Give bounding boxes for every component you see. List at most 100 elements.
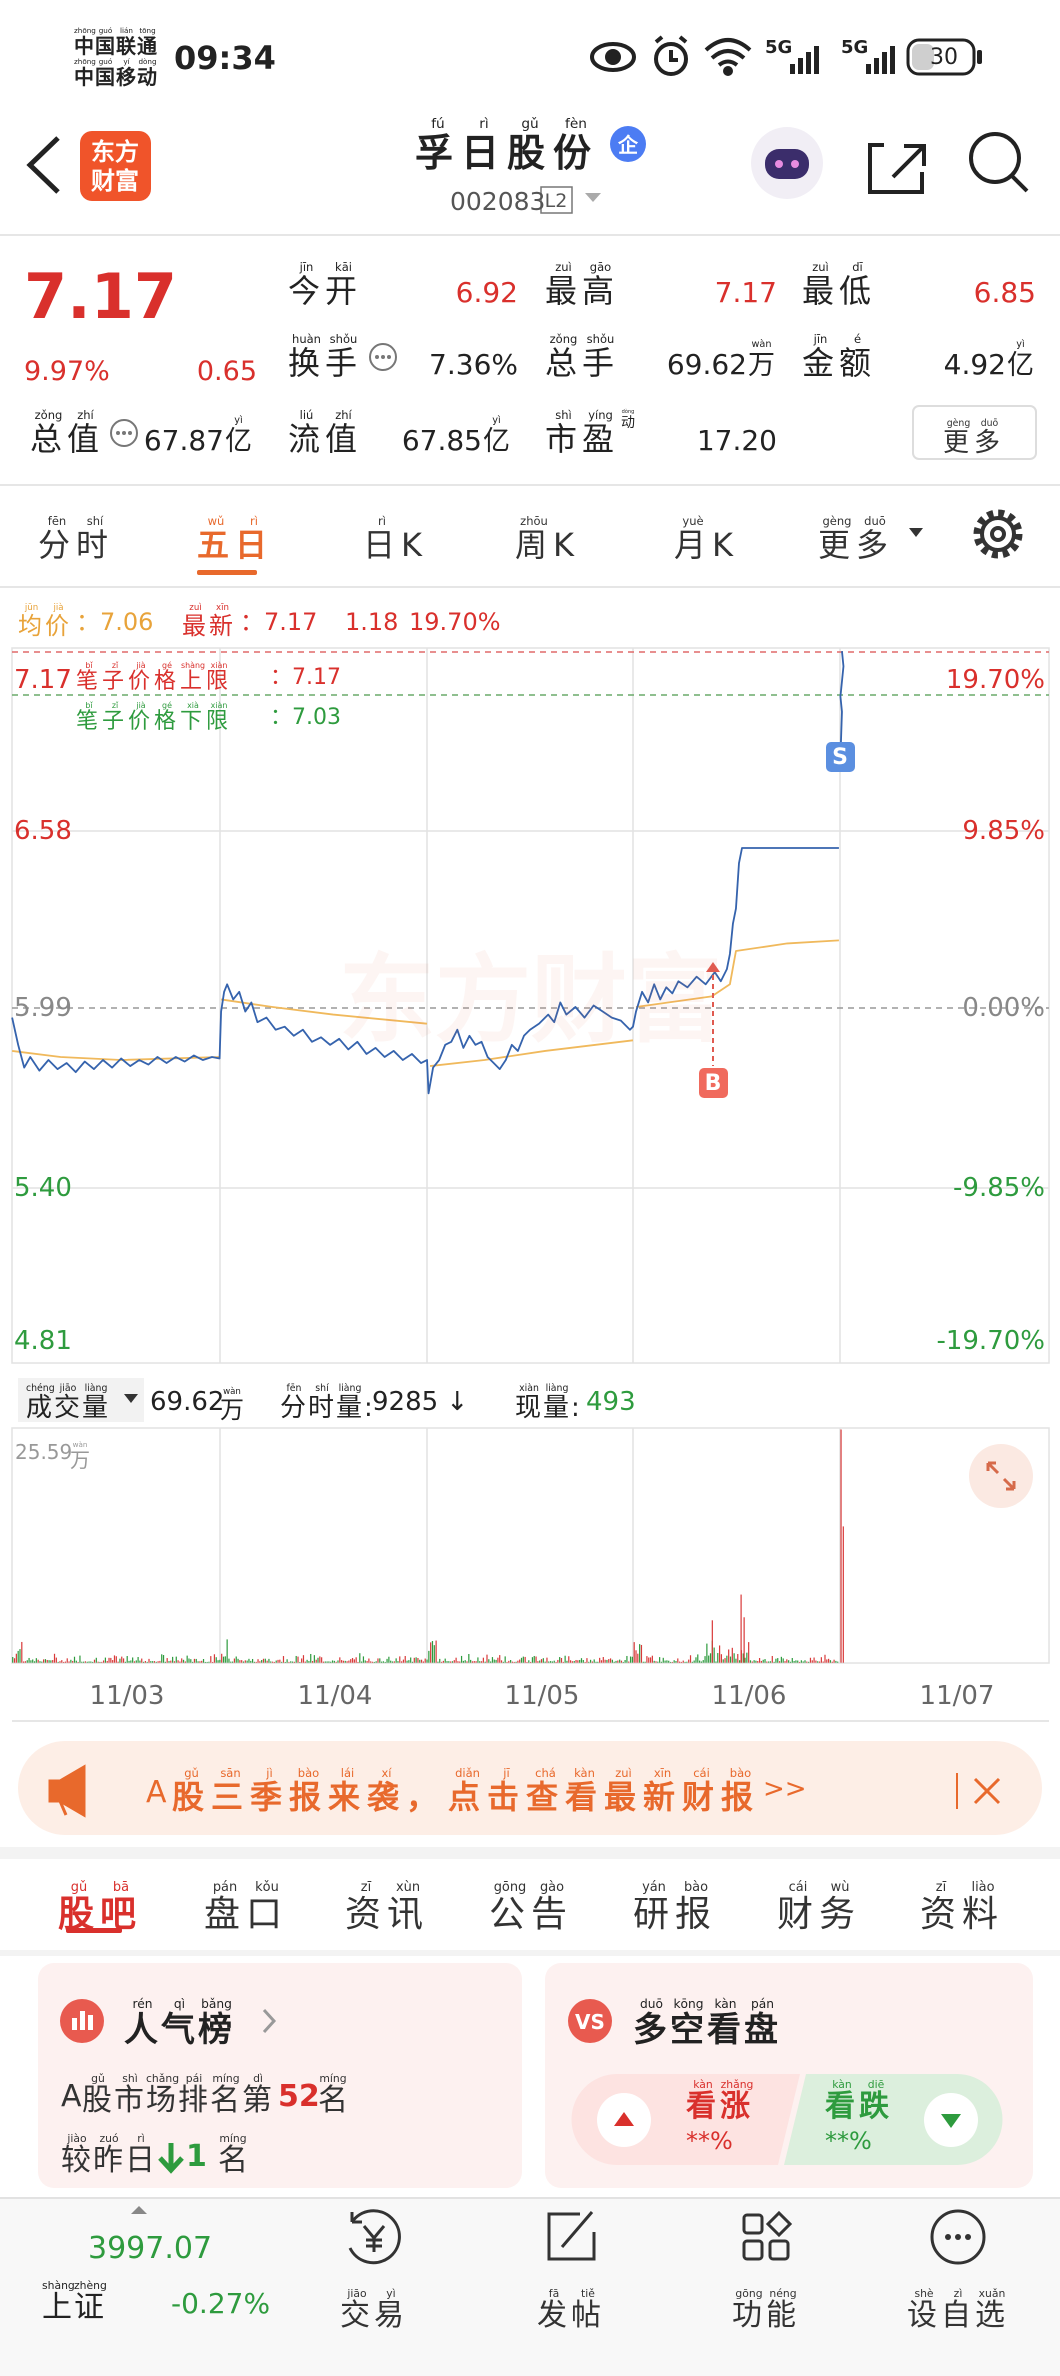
volume-bar bbox=[600, 1660, 603, 1663]
pinyin: zì bbox=[953, 2287, 963, 2300]
label-text: 五日 bbox=[197, 526, 274, 564]
pinyin: wù bbox=[830, 1880, 850, 1895]
pinyin: duō bbox=[980, 418, 999, 429]
expand-icon[interactable] bbox=[969, 1444, 1033, 1508]
label[interactable]: gǔ sān jì bào lái xí 股三季报来袭， bbox=[172, 1765, 445, 1813]
chart-tab[interactable]: gèng duō 更多 bbox=[818, 513, 894, 561]
volume-bar bbox=[717, 1653, 719, 1663]
label[interactable]: shàng zhèng 上证 bbox=[42, 2278, 107, 2323]
pinyin: sān bbox=[220, 1766, 241, 1780]
dropdown[interactable] bbox=[585, 193, 601, 202]
volume-select[interactable] bbox=[18, 1378, 144, 1422]
label[interactable]: diǎn jī chá kàn zuì xīn cái bào 点击查看最新财报 bbox=[448, 1765, 760, 1813]
pinyin-row: gèng duō bbox=[818, 513, 894, 529]
chart-tab[interactable]: wǔ rì 五日 bbox=[197, 513, 273, 561]
info-tab[interactable]: zī liào 资料 bbox=[920, 1879, 1004, 1933]
nav-item[interactable]: fā tiě 发帖 bbox=[537, 2286, 605, 2331]
pinyin-row: rén qì bǎng bbox=[124, 1996, 235, 2013]
volume-bar bbox=[144, 1661, 146, 1663]
volume-bar bbox=[241, 1660, 243, 1663]
settings-icon[interactable] bbox=[973, 509, 1023, 559]
pinyin-row: gōng gào bbox=[489, 1879, 573, 1897]
chart-tab[interactable]: zhōu 周K bbox=[515, 513, 580, 561]
label[interactable]: gèng duō 更多 bbox=[943, 417, 1005, 456]
volume-bar bbox=[475, 1661, 477, 1663]
back-arrow[interactable] bbox=[26, 136, 60, 194]
share-icon[interactable] bbox=[868, 143, 926, 194]
date-label: 11/06 bbox=[711, 1681, 787, 1711]
bottom-nav bbox=[0, 2198, 1060, 2376]
volume-bar bbox=[182, 1659, 185, 1663]
volume-bar bbox=[380, 1661, 383, 1663]
label-text: 万 bbox=[220, 1396, 244, 1424]
buy-marker[interactable] bbox=[699, 1068, 728, 1098]
banner[interactable] bbox=[18, 1741, 1042, 1835]
volume-bar bbox=[322, 1661, 325, 1663]
volume-bar bbox=[564, 1655, 566, 1663]
pinyin-row: shè zì xuǎn bbox=[907, 2286, 1009, 2301]
pinyin-row: jīn é bbox=[802, 331, 876, 347]
text[interactable]: >> bbox=[763, 1774, 807, 1804]
info-tab[interactable]: pán kǒu 盘口 bbox=[204, 1879, 288, 1933]
volume-bar bbox=[648, 1657, 650, 1663]
nav-item[interactable]: shè zì xuǎn 设自选 bbox=[907, 2286, 1009, 2331]
info-icons[interactable] bbox=[110, 343, 397, 447]
pinyin-row: míng bbox=[218, 2131, 248, 2146]
volume-bar bbox=[715, 1661, 717, 1663]
pinyin: gāo bbox=[589, 260, 612, 274]
info-tab[interactable]: cái wù 财务 bbox=[777, 1879, 861, 1933]
nav-item[interactable]: jiāo yì 交易 bbox=[340, 2286, 408, 2331]
pinyin: gōng bbox=[493, 1880, 527, 1895]
volume-bar bbox=[224, 1656, 226, 1663]
info-tab[interactable]: gōng gào 公告 bbox=[489, 1879, 573, 1933]
volume-bar bbox=[113, 1655, 116, 1663]
pinyin: jià bbox=[136, 661, 146, 670]
volume-bar bbox=[758, 1658, 761, 1663]
volume-bar bbox=[79, 1655, 81, 1663]
volume-bar bbox=[37, 1659, 39, 1663]
pinyin: gǔ bbox=[521, 116, 539, 132]
pinyin-row: zǒng zhí bbox=[30, 407, 104, 423]
volume-bar bbox=[626, 1655, 628, 1663]
volume-bar bbox=[124, 1661, 126, 1663]
more-button[interactable] bbox=[912, 405, 1037, 460]
label-text: 交易 bbox=[340, 2298, 408, 2333]
volume-bar bbox=[193, 1658, 196, 1663]
avatar[interactable] bbox=[751, 127, 823, 199]
text[interactable]: A bbox=[146, 1775, 167, 1810]
chart-tab[interactable]: rì 日K bbox=[363, 513, 428, 561]
popularity-card[interactable] bbox=[38, 1963, 522, 2188]
y2-axis-label: -19.70% bbox=[936, 1326, 1045, 1356]
volume-bar bbox=[828, 1658, 830, 1663]
volume-bar bbox=[222, 1656, 225, 1663]
volume-bar bbox=[684, 1661, 686, 1663]
nav-item[interactable]: gōng néng 功能 bbox=[732, 2286, 800, 2331]
pinyin: zhí bbox=[335, 408, 352, 422]
label-text: 月K bbox=[674, 526, 739, 564]
volume-bar bbox=[584, 1661, 586, 1663]
volume-bar bbox=[740, 1594, 742, 1663]
volume-bar bbox=[239, 1660, 241, 1663]
volume-bar bbox=[726, 1655, 728, 1663]
info-tab[interactable]: zī xùn 资讯 bbox=[345, 1879, 429, 1933]
volume-bar bbox=[435, 1640, 437, 1663]
pinyin-row: kàn diē bbox=[825, 2077, 893, 2092]
info-tab[interactable]: yán bào 研报 bbox=[633, 1879, 717, 1933]
chart-tab[interactable]: yuè 月K bbox=[674, 513, 739, 561]
pinyin-row: chéng jiāo liàng bbox=[26, 1382, 110, 1395]
pinyin-row: yì bbox=[1007, 338, 1034, 352]
date-label: 11/03 bbox=[89, 1681, 165, 1711]
volume-bar bbox=[184, 1661, 186, 1663]
close-icon[interactable] bbox=[973, 1777, 1001, 1805]
pinyin-row: yuè bbox=[674, 513, 739, 529]
info-tab[interactable]: gǔ bā 股吧 bbox=[58, 1879, 142, 1933]
volume-bar bbox=[59, 1661, 61, 1663]
search-icon[interactable] bbox=[969, 132, 1029, 193]
chart-tab[interactable]: fēn shí 分时 bbox=[38, 513, 114, 561]
label-text: 日K bbox=[363, 526, 428, 564]
volume-bar bbox=[168, 1661, 170, 1663]
dropdown[interactable] bbox=[909, 528, 923, 537]
expand-arrow[interactable] bbox=[131, 2206, 147, 2214]
sell-marker[interactable] bbox=[826, 742, 855, 772]
pinyin-row: zhōu bbox=[515, 513, 580, 529]
